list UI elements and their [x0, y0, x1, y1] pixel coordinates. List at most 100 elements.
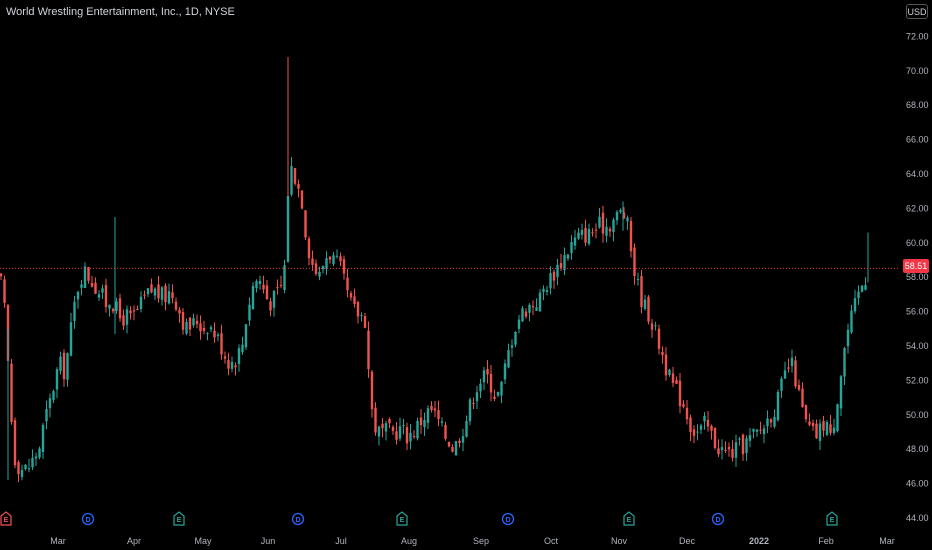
candle-body	[689, 417, 692, 433]
candle-body	[622, 212, 626, 219]
y-tick-label: 64.00	[906, 169, 929, 179]
candle-body	[706, 420, 710, 427]
candle-body	[363, 316, 367, 328]
candle-body	[220, 333, 223, 355]
candle-body	[514, 331, 517, 345]
candle-body	[391, 426, 395, 431]
candle-body	[90, 282, 94, 287]
candle-body	[815, 423, 818, 439]
candle-body	[143, 294, 146, 296]
y-tick-label: 72.00	[906, 31, 929, 41]
candle-body	[444, 424, 447, 439]
candle-body	[276, 287, 279, 289]
candle-body	[850, 310, 853, 333]
x-tick-label: Mar	[879, 536, 895, 546]
y-tick-label: 62.00	[906, 203, 929, 213]
candle-body	[696, 431, 699, 433]
candle-body	[678, 380, 682, 407]
candle-body	[699, 425, 703, 430]
candle-body	[594, 229, 598, 231]
candle-body	[409, 432, 412, 442]
time-axis[interactable]: Mar Apr May Jun Jul Aug Sep Oct Nov Dec 2022 Feb Mar	[50, 536, 895, 546]
candle-body	[430, 405, 433, 411]
candle-body	[521, 308, 524, 322]
earnings-marker[interactable]	[0, 511, 12, 526]
candle-body	[605, 226, 608, 236]
price-axis[interactable]: 44.00 46.00 48.00 50.00 52.00 54.00 56.00 58.00…	[906, 31, 929, 523]
event-marker-label: E	[830, 517, 835, 524]
candle-body	[118, 298, 122, 319]
candle-body	[661, 351, 664, 356]
candle-body	[780, 378, 783, 391]
candle-body	[349, 293, 353, 298]
x-tick-label: Oct	[544, 536, 559, 546]
dividend-marker[interactable]	[711, 512, 725, 526]
candle-body	[279, 284, 283, 286]
candle-body	[720, 447, 724, 451]
candle-body	[563, 255, 566, 271]
candle-body	[573, 237, 577, 246]
candle-body	[286, 195, 290, 262]
candle-body	[311, 258, 314, 265]
candle-body	[188, 317, 192, 330]
candle-body	[129, 310, 132, 314]
candle-body	[153, 288, 157, 296]
candle-body	[531, 306, 535, 308]
candle-body	[552, 271, 556, 281]
candle-body	[559, 263, 563, 269]
candle-body	[108, 304, 111, 309]
candle-body	[713, 427, 717, 448]
y-tick-label: 56.00	[906, 307, 929, 317]
candle-body	[461, 436, 465, 443]
candle-body	[122, 315, 125, 326]
candle-body	[654, 325, 657, 327]
candle-body	[94, 282, 97, 294]
candle-body	[132, 310, 136, 312]
candle-body	[395, 431, 398, 440]
candles-layer	[0, 57, 869, 483]
candle-body	[612, 219, 615, 232]
candle-body	[209, 327, 213, 330]
candle-body	[283, 265, 286, 291]
y-tick-label: 52.00	[906, 375, 929, 385]
candle-body	[339, 256, 342, 262]
candle-body	[510, 345, 514, 348]
y-tick-label: 54.00	[906, 341, 929, 351]
candle-body	[801, 388, 804, 408]
candle-body	[416, 420, 419, 439]
candle-body	[475, 392, 479, 402]
dividend-marker[interactable]	[291, 512, 305, 526]
candle-body	[549, 273, 552, 289]
event-marker-label: E	[177, 517, 182, 524]
candle-body	[790, 357, 794, 367]
earnings-marker[interactable]	[826, 511, 838, 526]
x-tick-label: Apr	[127, 536, 141, 546]
candle-body	[237, 348, 241, 365]
candle-body	[146, 288, 150, 295]
candle-body	[762, 428, 766, 435]
earnings-marker[interactable]	[173, 511, 185, 526]
candle-body	[797, 384, 801, 390]
candle-body	[174, 301, 178, 310]
candle-body	[262, 284, 265, 290]
symbol-title: World Wrestling Entertainment, Inc., 1D,…	[6, 6, 235, 18]
currency-badge[interactable]: USD	[906, 4, 928, 19]
candle-body	[125, 309, 129, 325]
candle-body	[388, 419, 391, 424]
earnings-marker[interactable]	[396, 511, 408, 526]
dividend-marker[interactable]	[81, 512, 95, 526]
y-tick-label: 48.00	[906, 444, 929, 454]
candle-body	[650, 323, 654, 330]
candle-body	[517, 319, 521, 329]
candle-body	[101, 288, 104, 293]
candle-body	[76, 291, 80, 300]
candle-body	[304, 210, 307, 238]
earnings-marker[interactable]	[623, 511, 635, 526]
dividend-marker[interactable]	[501, 512, 515, 526]
candle-body	[52, 391, 55, 400]
candle-body	[346, 277, 349, 291]
candle-body	[608, 228, 612, 232]
candle-body	[17, 462, 20, 475]
